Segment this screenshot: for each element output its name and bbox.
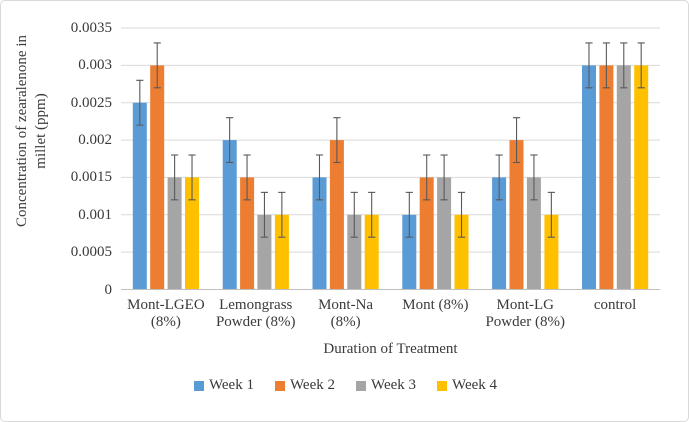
category-label: Mont (8%) bbox=[402, 297, 469, 313]
error-bar bbox=[350, 191, 358, 238]
y-tick-label: 0 bbox=[104, 281, 113, 298]
category-label: Mont-LG Powder (8%) bbox=[485, 297, 566, 330]
y-tick-label: 0.0025 bbox=[70, 94, 112, 111]
error-bar bbox=[260, 191, 269, 238]
legend-label: Week 3 bbox=[371, 377, 417, 393]
error-bar bbox=[278, 191, 286, 238]
bar bbox=[240, 177, 255, 290]
error-bar bbox=[368, 191, 376, 238]
bar bbox=[544, 214, 559, 290]
error-bar bbox=[495, 154, 503, 201]
error-bar bbox=[171, 154, 179, 201]
error-bar bbox=[602, 42, 610, 89]
category-label: control bbox=[593, 297, 637, 313]
bar bbox=[257, 214, 272, 290]
error-bar bbox=[315, 154, 324, 201]
bar bbox=[616, 65, 631, 290]
legend: Week 1 Week 2 Week 3 Week 4 bbox=[1, 377, 688, 394]
bar bbox=[402, 214, 417, 290]
legend-label: Week 4 bbox=[452, 377, 498, 393]
error-bar bbox=[620, 42, 628, 89]
y-tick-label: 0.0005 bbox=[70, 244, 112, 261]
bar bbox=[222, 140, 237, 290]
error-bar bbox=[530, 154, 538, 201]
error-bar bbox=[547, 191, 555, 238]
bar bbox=[419, 177, 434, 290]
bar bbox=[509, 140, 524, 290]
y-tick-label: 0.0015 bbox=[70, 169, 112, 186]
error-bar bbox=[637, 42, 645, 89]
error-bar bbox=[405, 191, 413, 238]
bar bbox=[492, 177, 507, 290]
error-bar bbox=[512, 117, 521, 164]
legend-swatch bbox=[193, 380, 204, 391]
bar bbox=[185, 177, 199, 290]
bar bbox=[599, 65, 614, 290]
category-label: Mont-Na (8%) bbox=[318, 297, 374, 330]
error-bar bbox=[457, 191, 466, 238]
bar bbox=[329, 140, 344, 290]
legend-item: Week 4 bbox=[437, 377, 497, 394]
legend-label: Week 2 bbox=[289, 377, 335, 393]
bar bbox=[364, 214, 379, 290]
category-label: Lemongrass Powder (8%) bbox=[215, 297, 296, 330]
bar bbox=[454, 214, 469, 290]
bar bbox=[582, 65, 596, 290]
error-bar bbox=[440, 154, 448, 201]
bar bbox=[132, 102, 147, 290]
legend-item: Week 2 bbox=[274, 377, 335, 394]
legend-item: Week 1 bbox=[193, 377, 254, 394]
bar bbox=[312, 177, 327, 290]
legend-item: Week 3 bbox=[356, 377, 416, 394]
error-bar bbox=[153, 42, 161, 89]
bar bbox=[167, 177, 182, 290]
legend-swatch bbox=[356, 380, 366, 391]
error-bar bbox=[188, 154, 196, 201]
bar bbox=[347, 214, 362, 290]
error-bar bbox=[333, 117, 341, 164]
bar bbox=[437, 177, 452, 290]
error-bar bbox=[136, 79, 144, 126]
y-tick-label: 0.003 bbox=[78, 57, 112, 74]
error-bar bbox=[585, 42, 593, 89]
x-axis-title: Duration of Treatment bbox=[323, 341, 458, 357]
error-bar bbox=[243, 154, 251, 201]
error-bar bbox=[423, 154, 431, 201]
y-tick-label: 0.001 bbox=[78, 206, 112, 223]
error-bar bbox=[226, 117, 234, 164]
y-tick-label: 0.002 bbox=[78, 132, 112, 149]
bar bbox=[526, 177, 541, 290]
bar bbox=[150, 65, 165, 290]
bar bbox=[274, 214, 289, 290]
y-tick-label: 0.0035 bbox=[70, 20, 112, 36]
bar bbox=[634, 65, 649, 290]
category-label: Mont-LGEO (8%) bbox=[127, 297, 205, 330]
legend-label: Week 1 bbox=[208, 377, 254, 393]
legend-swatch bbox=[274, 380, 285, 391]
legend-swatch bbox=[437, 380, 448, 391]
